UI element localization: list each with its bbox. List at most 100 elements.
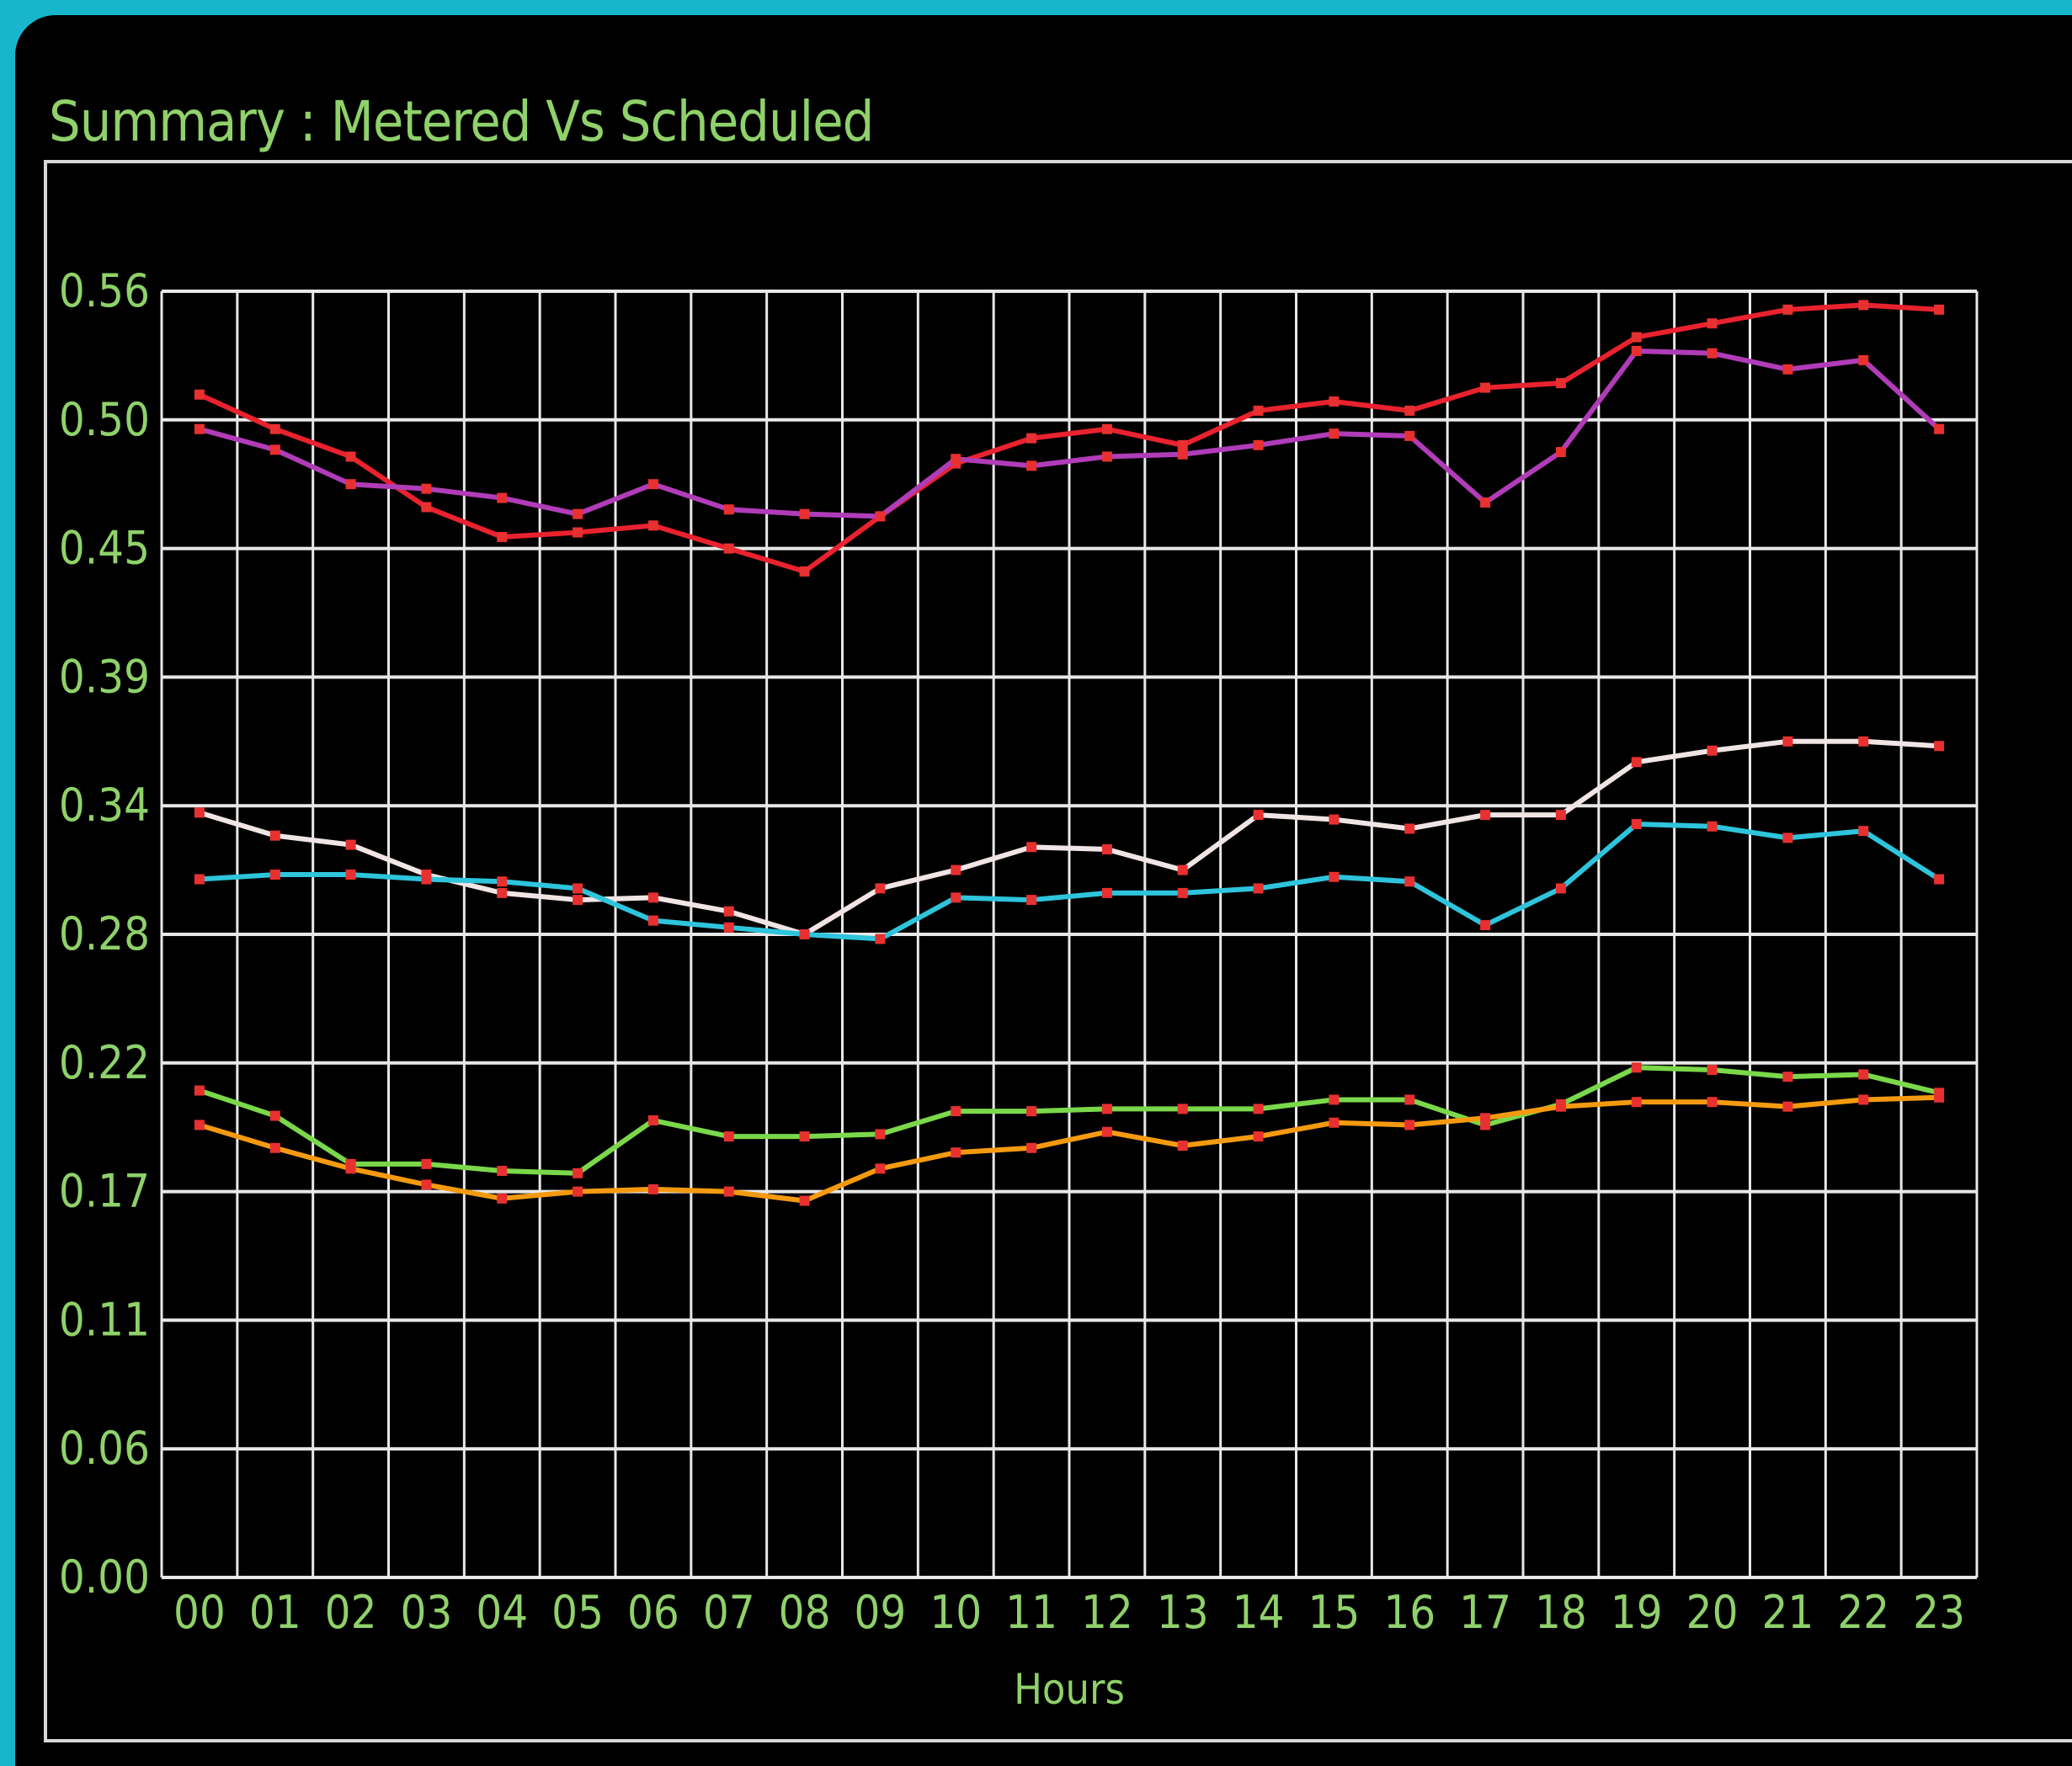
data-point	[1177, 1141, 1188, 1152]
data-point	[421, 502, 432, 513]
data-point	[951, 454, 961, 465]
data-point	[345, 839, 356, 850]
y-tick-label: 0.56	[59, 264, 150, 317]
data-point	[723, 922, 734, 933]
x-tick-label: 06	[627, 1586, 679, 1639]
data-point	[497, 1166, 508, 1177]
data-point	[1404, 823, 1415, 834]
data-point	[951, 892, 961, 903]
data-point	[1480, 1113, 1491, 1124]
data-point	[269, 1142, 280, 1153]
data-point	[875, 1163, 886, 1174]
x-tick-label: 01	[249, 1586, 301, 1639]
x-tick-label: 03	[401, 1586, 453, 1639]
data-point	[269, 830, 280, 841]
data-point	[799, 508, 810, 519]
x-tick-label: 10	[929, 1586, 982, 1639]
x-tick-label: 15	[1308, 1586, 1361, 1639]
x-tick-label: 16	[1383, 1586, 1435, 1639]
data-point	[1555, 883, 1566, 894]
data-point	[1934, 874, 1945, 885]
data-point	[497, 531, 508, 542]
data-point	[1782, 364, 1793, 375]
data-point	[1480, 920, 1491, 931]
y-tick-label: 0.39	[59, 650, 150, 703]
data-point	[1404, 876, 1415, 887]
data-point	[1782, 1072, 1793, 1082]
data-point	[875, 934, 886, 944]
y-tick-label: 0.11	[59, 1293, 150, 1346]
data-point	[799, 1195, 810, 1206]
data-point	[1329, 428, 1340, 439]
data-point	[723, 1186, 734, 1197]
series-line-2	[199, 348, 1942, 519]
y-tick-label: 0.50	[59, 393, 150, 446]
data-point	[421, 1158, 432, 1169]
data-point	[1026, 895, 1037, 906]
data-point	[1101, 887, 1112, 898]
data-point	[1707, 348, 1718, 359]
data-point	[573, 527, 583, 538]
data-point	[1026, 460, 1037, 471]
data-point	[1177, 864, 1188, 875]
data-point	[1177, 449, 1188, 460]
data-point	[194, 1085, 205, 1096]
data-point	[345, 451, 356, 462]
data-point	[573, 508, 583, 519]
x-tick-label: 12	[1081, 1586, 1133, 1639]
data-point	[875, 1129, 886, 1140]
data-point	[723, 1131, 734, 1142]
data-point	[1329, 396, 1340, 407]
data-point	[1934, 741, 1945, 752]
x-tick-label: 20	[1686, 1586, 1739, 1639]
data-point	[647, 915, 658, 926]
data-point	[573, 883, 583, 894]
data-point	[1631, 819, 1642, 830]
y-tick-label: 0.34	[59, 779, 150, 832]
data-point	[1177, 1104, 1188, 1114]
data-point	[421, 483, 432, 494]
data-point	[573, 1186, 583, 1197]
data-point	[1707, 318, 1718, 329]
data-point	[497, 492, 508, 503]
y-tick-label: 0.28	[59, 907, 150, 960]
data-point	[951, 1147, 961, 1158]
series-line-5	[198, 1065, 1940, 1176]
data-point	[1404, 405, 1415, 416]
data-point	[269, 423, 280, 434]
data-point	[1858, 354, 1869, 365]
x-tick-label: 23	[1913, 1586, 1965, 1639]
x-tick-label: 07	[703, 1586, 755, 1639]
x-tick-label: 05	[551, 1586, 604, 1639]
data-point	[1026, 1142, 1037, 1153]
chart-title: Summary : Metered Vs Scheduled	[49, 89, 874, 154]
x-axis-label: Hours	[1014, 1665, 1125, 1714]
data-point	[345, 1163, 356, 1174]
y-tick-label: 0.00	[59, 1551, 150, 1604]
data-point	[1555, 1101, 1566, 1112]
data-point	[1782, 304, 1793, 315]
x-tick-label: 19	[1611, 1586, 1663, 1639]
data-point	[1707, 821, 1718, 832]
x-tick-label: 13	[1157, 1586, 1209, 1639]
data-point	[194, 807, 205, 818]
x-tick-label: 22	[1837, 1586, 1889, 1639]
data-point	[1858, 300, 1869, 311]
data-point	[1631, 332, 1642, 343]
data-point	[951, 1106, 961, 1117]
data-point	[573, 895, 583, 906]
data-point	[1782, 832, 1793, 843]
data-point	[951, 864, 961, 875]
x-tick-label: 00	[173, 1586, 226, 1639]
data-point	[421, 874, 432, 885]
chart-panel	[44, 160, 2072, 1742]
data-point	[799, 1131, 810, 1142]
data-point	[799, 929, 810, 939]
data-point	[1101, 1104, 1112, 1114]
data-point	[1934, 304, 1945, 315]
data-point	[1177, 887, 1188, 898]
data-point	[1253, 883, 1264, 894]
data-point	[269, 1110, 280, 1121]
data-point	[723, 906, 734, 917]
data-point	[1101, 844, 1112, 855]
